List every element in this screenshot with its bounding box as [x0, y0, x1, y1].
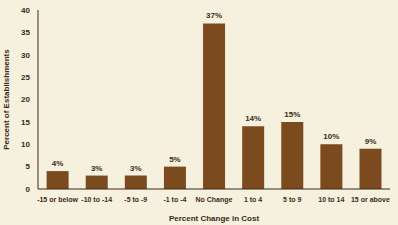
svg-text:35: 35 — [21, 28, 30, 37]
svg-text:5%: 5% — [169, 155, 181, 164]
svg-text:3%: 3% — [130, 164, 142, 173]
svg-text:3%: 3% — [91, 164, 103, 173]
svg-text:No Change: No Change — [196, 196, 233, 204]
svg-text:30: 30 — [21, 51, 30, 60]
svg-text:Percent of Establishments: Percent of Establishments — [8, 49, 11, 150]
svg-text:15 or above: 15 or above — [351, 196, 390, 203]
svg-text:-5 to -9: -5 to -9 — [124, 196, 147, 203]
svg-text:37%: 37% — [206, 11, 222, 20]
svg-text:-1 to -4: -1 to -4 — [163, 196, 186, 203]
svg-text:15%: 15% — [284, 110, 300, 119]
svg-text:-15 or below: -15 or below — [37, 196, 78, 203]
svg-text:1 to 4: 1 to 4 — [244, 196, 262, 203]
svg-text:4%: 4% — [52, 159, 64, 168]
svg-text:10: 10 — [21, 140, 30, 149]
svg-text:9%: 9% — [365, 137, 377, 146]
svg-text:Percent Change in Cost: Percent Change in Cost — [169, 214, 260, 223]
svg-text:25: 25 — [21, 73, 30, 82]
svg-text:14%: 14% — [245, 114, 261, 123]
svg-text:15: 15 — [21, 118, 30, 127]
svg-text:40: 40 — [21, 6, 30, 15]
svg-text:20: 20 — [21, 95, 30, 104]
svg-text:10 to 14: 10 to 14 — [318, 196, 344, 203]
svg-text:5 to 9: 5 to 9 — [283, 196, 301, 203]
svg-text:10%: 10% — [323, 132, 339, 141]
svg-text:5: 5 — [26, 162, 31, 171]
svg-text:0: 0 — [26, 185, 31, 194]
svg-text:-10 to -14: -10 to -14 — [81, 196, 112, 203]
